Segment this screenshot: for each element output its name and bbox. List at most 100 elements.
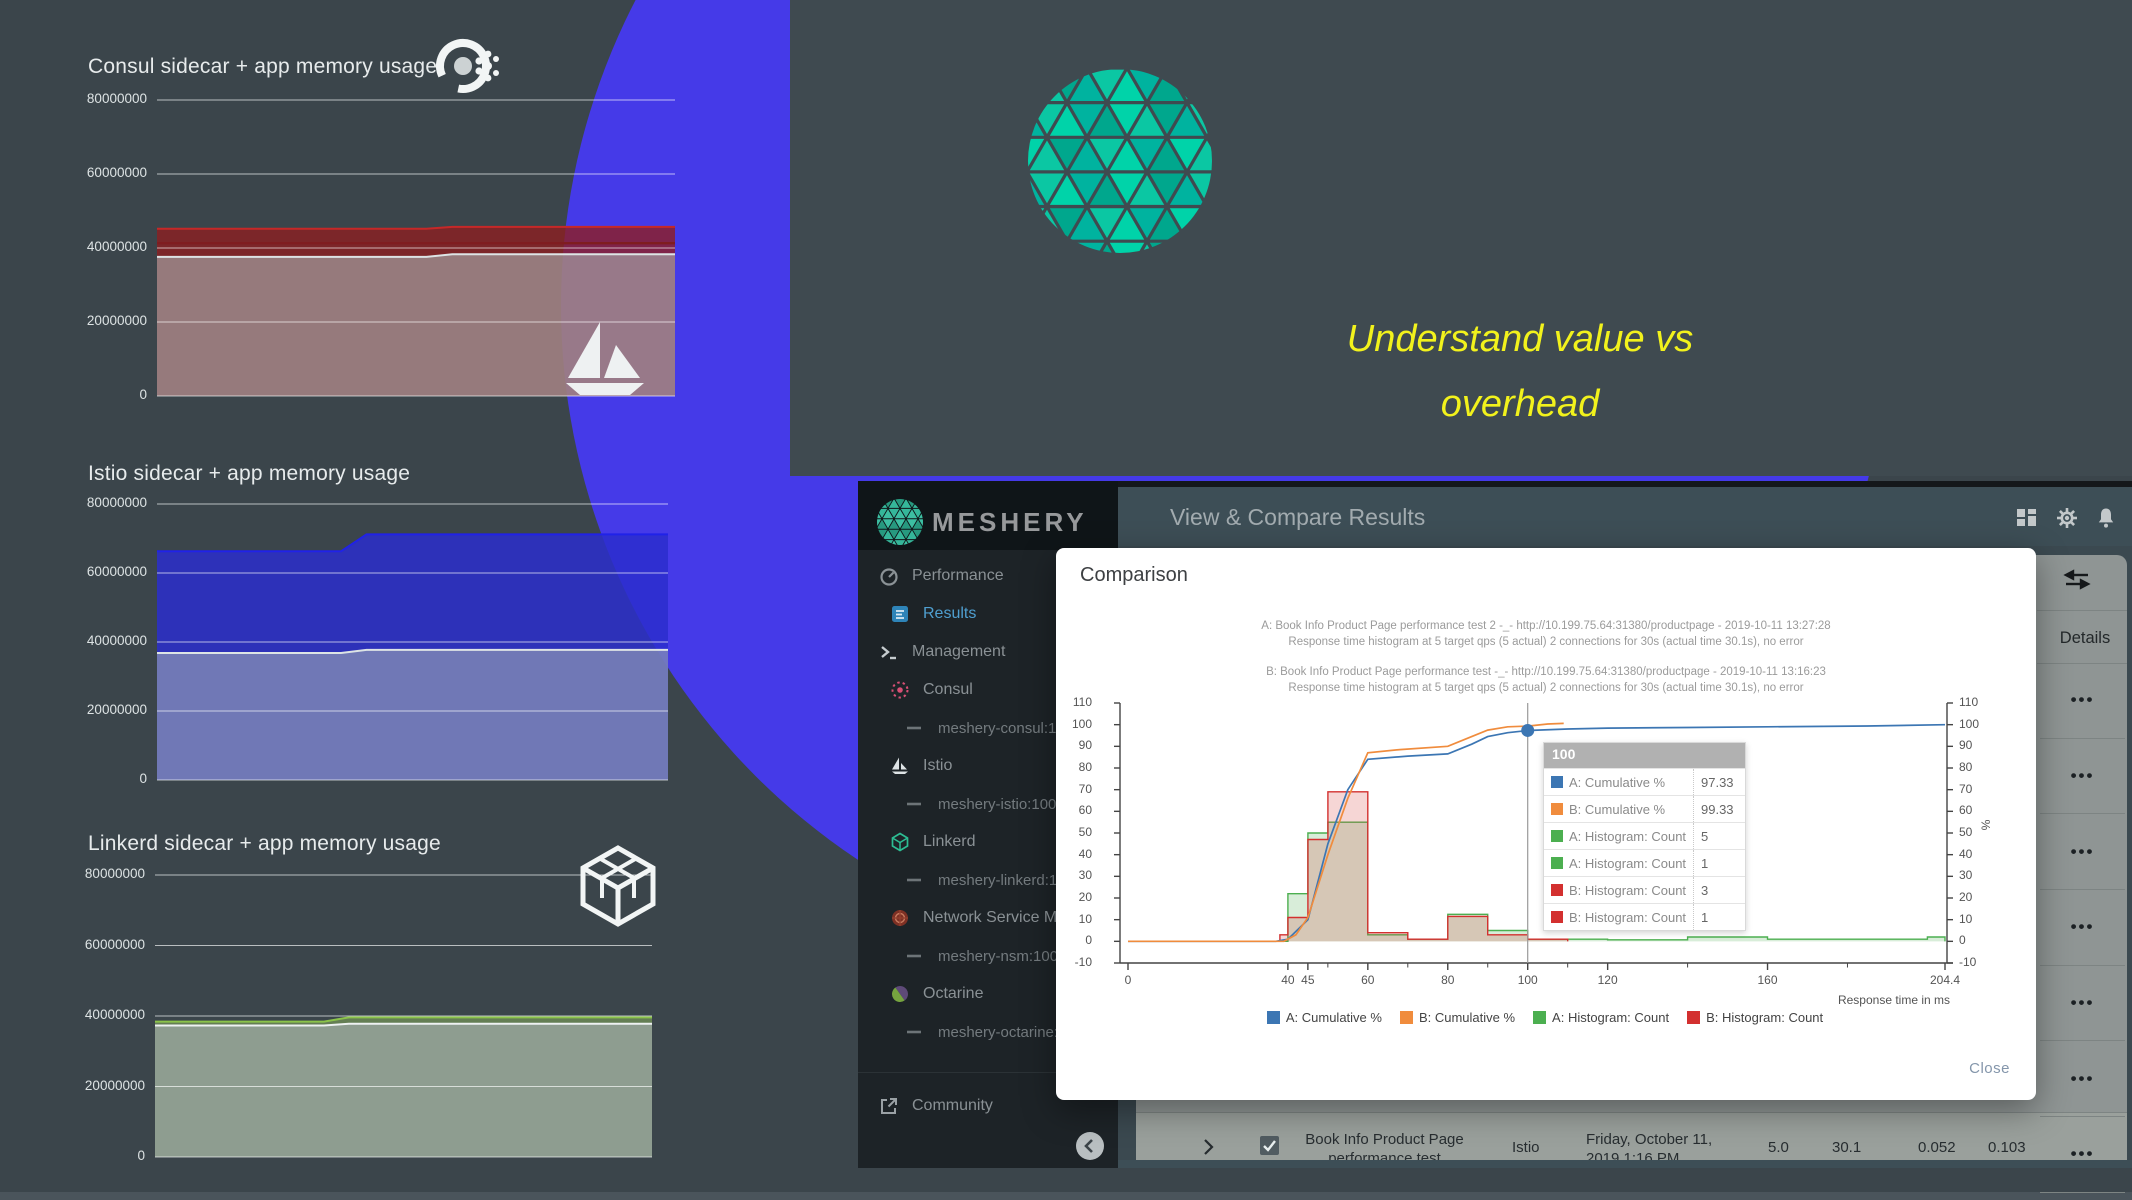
x-axis-title: Response time in ms — [1837, 993, 1950, 1007]
sidebar-item-meshery-octarine-10[interactable]: meshery-octarine:10 — [858, 1013, 1118, 1051]
x-tick-label: 204.4 — [1929, 973, 1961, 987]
sidebar-nav: Performance Results Management Consul mesher… — [858, 557, 1118, 1051]
row-actions-button[interactable]: ••• — [2040, 663, 2125, 739]
sidebar-item-meshery-istio-10000[interactable]: meshery-istio:10000 — [858, 785, 1118, 823]
x-tick-label: 45 — [1301, 973, 1315, 987]
row-actions-button[interactable]: ••• — [2040, 966, 2125, 1042]
sidebar-item-meshery-linkerd-100[interactable]: meshery-linkerd:100 — [858, 861, 1118, 899]
sidebar-item-management[interactable]: Management — [858, 633, 1118, 671]
y-tick-label: -10 — [1074, 955, 1092, 969]
table-divider — [2037, 663, 2127, 664]
sidebar-item-label: Community — [912, 1097, 993, 1114]
y-tick-label: 20000000 — [84, 1077, 145, 1093]
sidebar-item-label: meshery-octarine:10 — [938, 1023, 1075, 1041]
sidebar-item-label: meshery-nsm:10004 — [938, 947, 1075, 965]
sidebar-item-network-service-mesh[interactable]: Network Service Mesh — [858, 899, 1118, 937]
sidebar-item-meshery-consul-100[interactable]: meshery-consul:100 — [858, 709, 1118, 747]
y-tick-label: 60000000 — [84, 936, 145, 952]
istio-logo — [566, 322, 644, 395]
consul-icon — [889, 679, 911, 701]
duration-cell: 30.1 — [1832, 1139, 1862, 1156]
sidebar-item-label: Consul — [923, 681, 973, 698]
y-tick-label: 100 — [1959, 716, 1980, 731]
legend-chip-icon — [1266, 1011, 1280, 1024]
tooltip-series-value: 99.33 — [1693, 796, 1745, 822]
tagline-line-1: Understand value vs — [1346, 318, 1694, 360]
y-tick-label: 60000000 — [86, 165, 147, 180]
right-axis-title: % — [1978, 819, 1993, 831]
sidebar-collapse-button[interactable] — [1076, 1132, 1104, 1160]
sidebar-item-meshery-nsm-10004[interactable]: meshery-nsm:10004 — [858, 937, 1118, 975]
row-expand-chevron-icon[interactable] — [1198, 1136, 1218, 1158]
nsm-icon — [889, 907, 911, 929]
y-tick-label: 110 — [1959, 695, 1979, 709]
p50-cell: 0.052 — [1918, 1139, 1956, 1156]
sidebar-item-community[interactable]: Community — [858, 1087, 1118, 1125]
row-actions-button[interactable]: ••• — [2040, 1117, 2125, 1193]
y-tick-label: 20000000 — [86, 313, 147, 328]
meshery-logo — [1028, 69, 1212, 253]
performance-icon — [878, 565, 900, 587]
sidebar-item-istio[interactable]: Istio — [858, 747, 1118, 785]
grid-icon[interactable] — [2014, 505, 2040, 531]
tooltip-row: A: Histogram: Count 5 — [1544, 822, 1745, 849]
y-tick-label: 40000000 — [84, 1007, 145, 1022]
comparison-modal: Comparison A: Book Info Product Page per… — [1056, 548, 2036, 1100]
row-actions-button[interactable]: ••• — [2040, 890, 2125, 966]
date-line1: Friday, October 11, — [1586, 1131, 1713, 1148]
linkerd-chart-title: Linkerd sidecar + app memory usage — [88, 832, 441, 855]
y-tick-label: 60000000 — [86, 564, 147, 579]
chart-tooltip: 100 A: Cumulative % 97.33 B: Cumulative % 9… — [1543, 742, 1746, 931]
external-link-icon — [881, 1098, 897, 1114]
istio-chart-title: Istio sidecar + app memory usage — [88, 462, 411, 485]
tooltip-row: A: Histogram: Count 1 — [1544, 849, 1745, 876]
test-name-line1: Book Info Product Page — [1305, 1131, 1464, 1148]
series-color-chip — [1551, 830, 1563, 842]
chevron-left-icon — [1084, 1139, 1093, 1153]
row-actions-button[interactable]: ••• — [2040, 814, 2125, 891]
legend-item: A: Cumulative % — [1266, 1010, 1382, 1025]
x-tick-label: 100 — [1517, 973, 1538, 987]
sidebar-item-consul[interactable]: Consul — [858, 671, 1118, 709]
legend-label: A: Cumulative % — [1285, 1010, 1382, 1025]
y-tick-label: 30 — [1078, 868, 1092, 883]
tooltip-series-value: 1 — [1693, 850, 1745, 876]
row-actions-button[interactable]: ••• — [2040, 1041, 2125, 1118]
app-window-top-edge — [858, 481, 2132, 487]
y-tick-label: 110 — [1072, 695, 1092, 709]
sidebar-item-label: Istio — [923, 757, 953, 774]
tooltip-series-label: A: Histogram: Count — [1569, 828, 1687, 844]
sidebar-item-linkerd[interactable]: Linkerd — [858, 823, 1118, 861]
y-tick-label: 0 — [139, 771, 147, 786]
y-tick-label: 40 — [1078, 846, 1092, 861]
sidebar-item-label: Management — [912, 643, 1006, 660]
sidebar-item-label: Results — [923, 605, 977, 622]
tooltip-series-value: 5 — [1693, 823, 1745, 849]
x-tick-label: 80 — [1441, 973, 1455, 987]
details-column-header: Details — [2059, 629, 2111, 647]
legend-chip-icon — [1687, 1011, 1701, 1024]
y-tick-label: 40000000 — [86, 633, 147, 648]
y-tick-label: 10 — [1959, 911, 1973, 926]
mesh-cell: Istio — [1512, 1139, 1540, 1156]
series-color-chip — [1551, 803, 1563, 815]
dash-icon — [904, 722, 926, 734]
row-checkbox[interactable] — [1260, 1136, 1279, 1155]
sidebar-item-octarine[interactable]: Octarine — [858, 975, 1118, 1013]
legend-item: A: Histogram: Count — [1533, 1010, 1669, 1025]
table-row[interactable] — [1136, 1112, 2127, 1161]
compare-arrows-icon[interactable] — [2060, 568, 2094, 592]
close-button[interactable]: Close — [1969, 1060, 2010, 1077]
sidebar-item-performance[interactable]: Performance — [858, 557, 1118, 595]
x-tick-label: 0 — [1124, 973, 1132, 987]
row-actions-button[interactable]: ••• — [2040, 739, 2125, 815]
bell-icon[interactable] — [2093, 505, 2119, 531]
sidebar-item-label: meshery-istio:10000 — [938, 795, 1074, 813]
gear-icon[interactable] — [2054, 505, 2080, 531]
x-tick-label: 120 — [1597, 973, 1618, 987]
brand-wordmark: MESHERY — [932, 507, 1088, 537]
y-tick-label: 20 — [1078, 890, 1092, 904]
sidebar-item-results[interactable]: Results — [858, 595, 1118, 633]
tooltip-series-label: B: Cumulative % — [1569, 801, 1666, 817]
y-tick-label: 80 — [1959, 760, 1973, 774]
